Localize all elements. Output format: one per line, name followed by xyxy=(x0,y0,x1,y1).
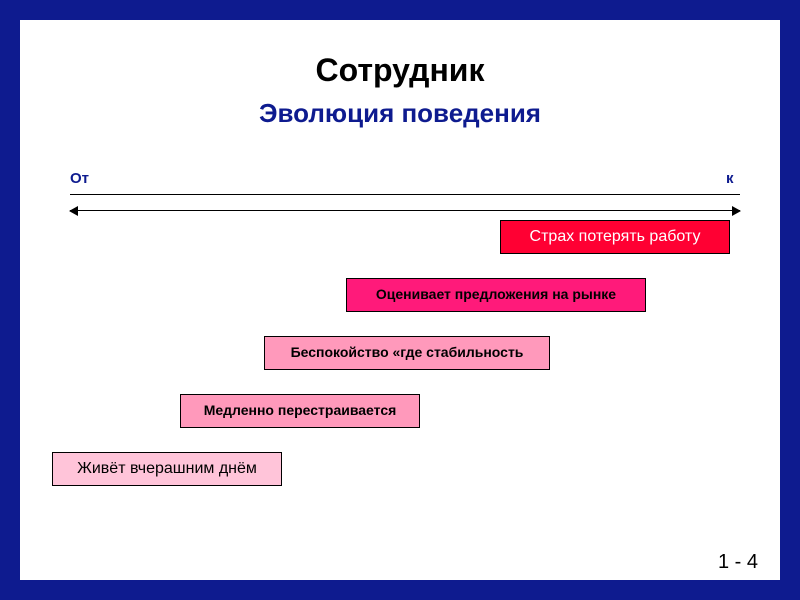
axis-divider xyxy=(70,194,740,195)
step-box: Живёт вчерашним днём xyxy=(52,452,282,486)
step-box: Беспокойство «где стабильность xyxy=(264,336,550,370)
axis-arrow xyxy=(70,210,740,211)
step-box: Страх потерять работу xyxy=(500,220,730,254)
outer-frame: Сотрудник Эволюция поведения От к Страх … xyxy=(0,0,800,600)
axis-from-label: От xyxy=(70,170,89,187)
page-number: 1 - 4 xyxy=(718,551,758,574)
step-box: Оценивает предложения на рынке xyxy=(346,278,646,312)
slide-subtitle: Эволюция поведения xyxy=(20,98,780,129)
slide-title: Сотрудник xyxy=(20,52,780,89)
slide: Сотрудник Эволюция поведения От к Страх … xyxy=(20,20,780,580)
axis-to-label: к xyxy=(726,170,734,187)
step-box: Медленно перестраивается xyxy=(180,394,420,428)
